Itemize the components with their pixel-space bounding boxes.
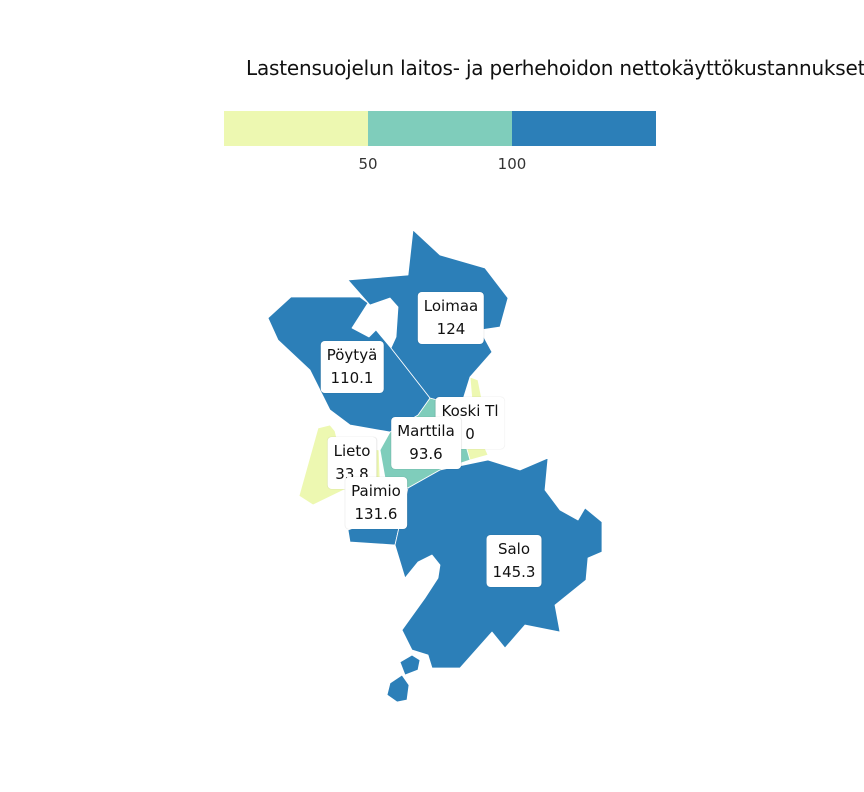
- label-marttila: Marttila 93.6: [391, 417, 461, 469]
- label-koski-tl-name: Koski Tl: [441, 402, 499, 420]
- legend-bin-mid: [368, 111, 512, 146]
- legend-tick-100: 100: [497, 155, 527, 173]
- label-loimaa-value: 124: [436, 320, 466, 338]
- map-title: Lastensuojelun laitos- ja perhehoidon ne…: [246, 56, 864, 80]
- label-salo: Salo 145.3: [486, 535, 542, 587]
- label-paimio-value: 131.6: [354, 505, 398, 523]
- label-salo-value: 145.3: [492, 563, 536, 581]
- label-paimio: Paimio 131.6: [345, 477, 407, 529]
- legend-bin-low: [224, 111, 368, 146]
- label-loimaa: Loimaa 124: [417, 292, 485, 344]
- label-loimaa-name: Loimaa: [423, 297, 479, 315]
- legend-tick-50: 50: [358, 155, 378, 173]
- label-lieto-name: Lieto: [333, 442, 371, 460]
- label-poytya-name: Pöytyä: [326, 346, 378, 364]
- label-poytya-value: 110.1: [330, 369, 374, 387]
- label-marttila-name: Marttila: [397, 422, 455, 440]
- label-marttila-value: 93.6: [409, 445, 443, 463]
- label-paimio-name: Paimio: [351, 482, 401, 500]
- label-koski-tl-value: 0: [465, 425, 475, 443]
- color-legend: [224, 111, 656, 146]
- legend-bin-high: [512, 111, 656, 146]
- label-salo-name: Salo: [497, 540, 531, 558]
- label-poytya: Pöytyä 110.1: [320, 341, 384, 393]
